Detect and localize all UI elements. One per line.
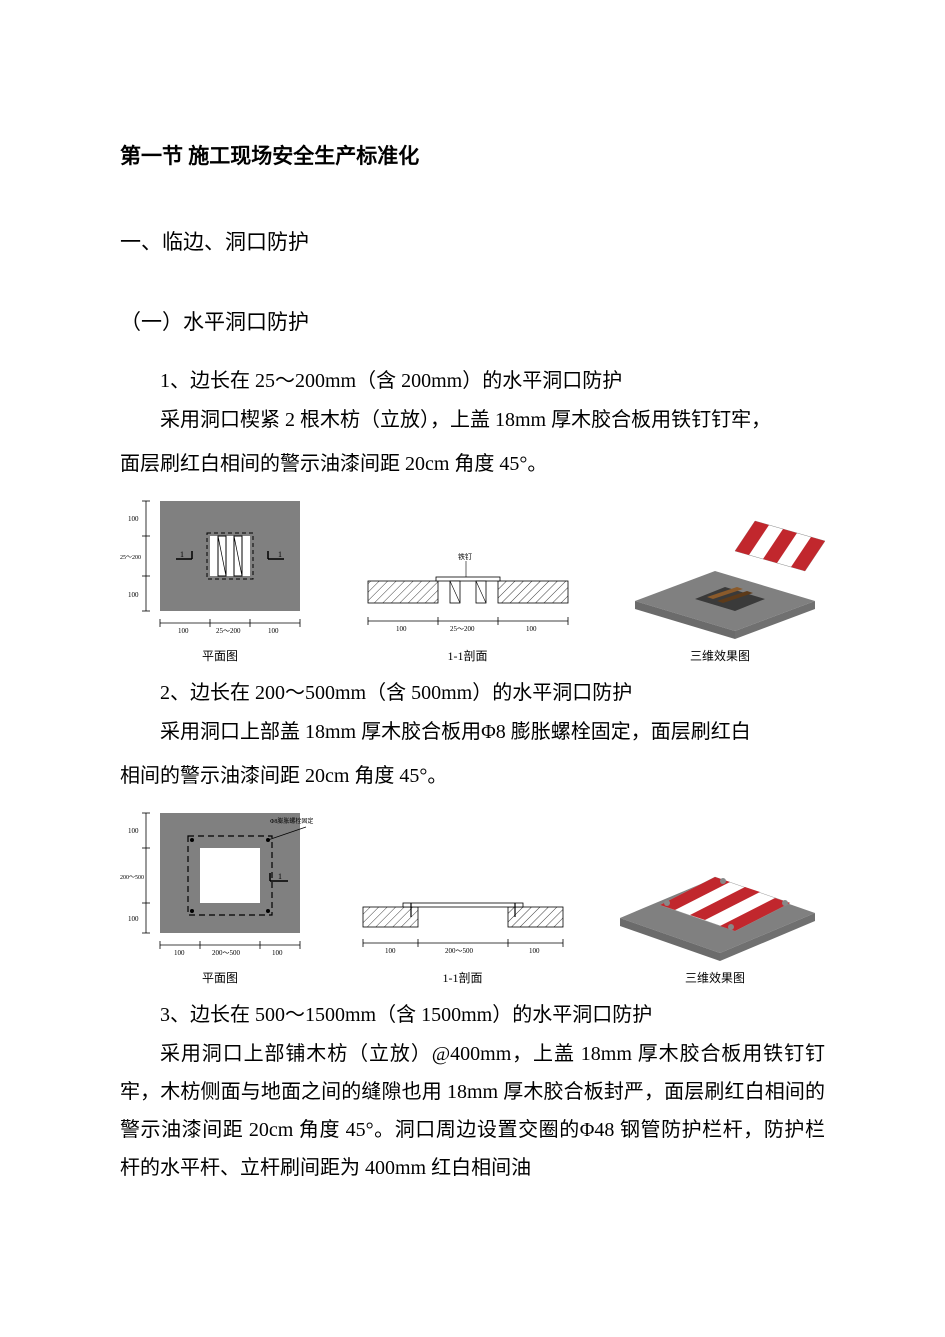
dim-text: 25～200 bbox=[120, 555, 141, 561]
dim-text: 100 bbox=[272, 949, 283, 957]
item3-para: 采用洞口上部铺木枋（立放）@400mm，上盖 18mm 厚木胶合板用铁钉钉牢，木… bbox=[120, 1035, 825, 1187]
item1-heading: 1、边长在 25～200mm（含 200mm）的水平洞口防护 bbox=[120, 364, 825, 393]
dim-text: 100 bbox=[174, 949, 185, 957]
item1-plan-caption: 平面图 bbox=[120, 647, 320, 664]
dim-text: 100 bbox=[268, 627, 279, 635]
item1-figure-row: 1 1 100 25～200 100 bbox=[120, 491, 825, 664]
item1-iso-cell: 三维效果图 bbox=[615, 501, 825, 664]
item1-para-1: 采用洞口楔紧 2 根木枋（立放），上盖 18mm 厚木胶合板用铁钉钉牢， bbox=[120, 401, 825, 439]
dim-text: 100 bbox=[128, 915, 139, 923]
item2-iso-cell: 三维效果图 bbox=[605, 813, 825, 986]
section-1-heading: 一、临边、洞口防护 bbox=[120, 226, 825, 256]
section-1-1-heading: （一）水平洞口防护 bbox=[120, 306, 825, 336]
item1-section-cell: 铁钉 100 25～200 100 1-1剖面 bbox=[358, 551, 578, 664]
note-text: Φ8膨胀螺栓固定 bbox=[270, 817, 313, 825]
dim-text: 25～200 bbox=[216, 627, 241, 635]
item1-plan-svg: 1 1 100 25～200 100 bbox=[120, 491, 320, 641]
svg-text:1: 1 bbox=[278, 872, 282, 881]
item2-iso-svg bbox=[605, 813, 825, 963]
item2-section-svg: 100 200～500 100 bbox=[353, 873, 573, 963]
note-text: 铁钉 bbox=[458, 552, 472, 561]
dim-text: 100 bbox=[128, 515, 139, 523]
dim-text: 200～500 bbox=[212, 949, 240, 957]
dim-text: 200～500 bbox=[120, 875, 144, 881]
dim-text: 100 bbox=[526, 625, 537, 633]
item1-iso-svg bbox=[615, 501, 825, 641]
dim-text: 25～200 bbox=[450, 625, 475, 633]
dim-text: 200～500 bbox=[445, 947, 473, 955]
item2-para-1: 采用洞口上部盖 18mm 厚木胶合板用Φ8 膨胀螺栓固定，面层刷红白 bbox=[120, 713, 825, 751]
item1-section-svg: 铁钉 100 25～200 100 bbox=[358, 551, 578, 641]
item2-section-caption: 1-1剖面 bbox=[353, 969, 573, 986]
item3-heading: 3、边长在 500～1500mm（含 1500mm）的水平洞口防护 bbox=[120, 998, 825, 1027]
item2-plan-caption: 平面图 bbox=[120, 969, 320, 986]
item2-iso-caption: 三维效果图 bbox=[605, 969, 825, 986]
dim-text: 100 bbox=[128, 591, 139, 599]
dim-text: 100 bbox=[178, 627, 189, 635]
chapter-title: 第一节 施工现场安全生产标准化 bbox=[120, 140, 825, 170]
item1-iso-caption: 三维效果图 bbox=[615, 647, 825, 664]
item2-plan-cell: Φ8膨胀螺栓固定 1 100 200～500 100 bbox=[120, 803, 320, 986]
item2-para-2: 相间的警示油漆间距 20cm 角度 45°。 bbox=[120, 757, 825, 795]
dim-text: 100 bbox=[396, 625, 407, 633]
item1-plan-cell: 1 1 100 25～200 100 bbox=[120, 491, 320, 664]
item2-section-cell: 100 200～500 100 1-1剖面 bbox=[353, 873, 573, 986]
dim-text: 100 bbox=[385, 947, 396, 955]
svg-text:1: 1 bbox=[278, 550, 282, 559]
item2-heading: 2、边长在 200～500mm（含 500mm）的水平洞口防护 bbox=[120, 676, 825, 705]
dim-text: 100 bbox=[529, 947, 540, 955]
item1-section-caption: 1-1剖面 bbox=[358, 647, 578, 664]
document-page: 第一节 施工现场安全生产标准化 一、临边、洞口防护 （一）水平洞口防护 1、边长… bbox=[0, 0, 945, 1253]
dim-text: 100 bbox=[128, 827, 139, 835]
svg-text:1: 1 bbox=[180, 550, 184, 559]
item2-figure-row: Φ8膨胀螺栓固定 1 100 200～500 100 bbox=[120, 803, 825, 986]
item1-para-2: 面层刷红白相间的警示油漆间距 20cm 角度 45°。 bbox=[120, 445, 825, 483]
item2-plan-svg: Φ8膨胀螺栓固定 1 100 200～500 100 bbox=[120, 803, 320, 963]
